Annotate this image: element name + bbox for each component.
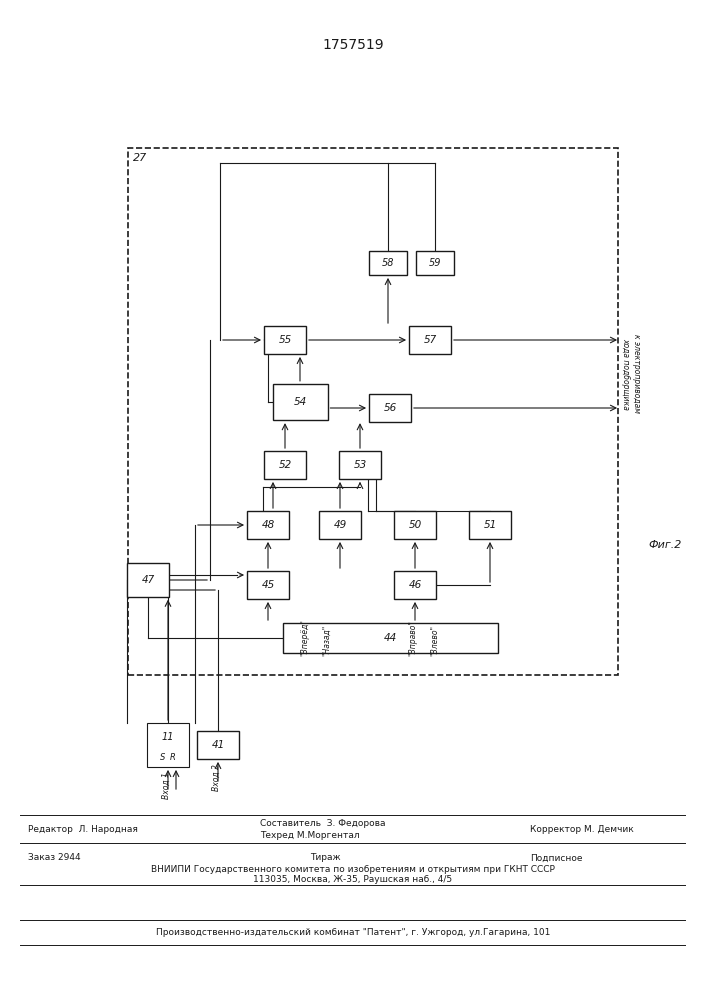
Bar [127, 563, 169, 597]
Text: 50: 50 [409, 520, 421, 530]
Bar [264, 451, 306, 479]
Text: 52: 52 [279, 460, 291, 470]
Text: "Влево": "Влево" [430, 625, 439, 656]
Text: Подписное: Подписное [530, 854, 583, 862]
Text: 11: 11 [162, 732, 174, 742]
Text: Техред М.Моргентал: Техред М.Моргентал [260, 830, 360, 840]
Text: 1757519: 1757519 [322, 38, 384, 52]
Bar [469, 511, 511, 539]
Text: R: R [170, 752, 176, 762]
Text: 56: 56 [383, 403, 397, 413]
Bar [272, 384, 327, 420]
Text: к электроприводам
хода подборщика: к электроприводам хода подборщика [621, 334, 641, 414]
Text: 46: 46 [409, 580, 421, 590]
Bar [394, 571, 436, 599]
Text: 53: 53 [354, 460, 367, 470]
Text: Фиг.2: Фиг.2 [648, 540, 682, 550]
Text: 27: 27 [133, 153, 147, 163]
Bar [197, 731, 239, 759]
Text: "Назад": "Назад" [322, 625, 331, 656]
Text: 113035, Москва, Ж-35, Раушская наб., 4/5: 113035, Москва, Ж-35, Раушская наб., 4/5 [253, 876, 452, 884]
Text: Вход 2: Вход 2 [212, 764, 221, 791]
Bar [247, 571, 289, 599]
Text: Производственно-издательский комбинат "Патент", г. Ужгород, ул.Гагарина, 101: Производственно-издательский комбинат "П… [156, 928, 550, 937]
Text: 55: 55 [279, 335, 291, 345]
Bar [128, 148, 618, 675]
Text: Заказ 2944: Заказ 2944 [28, 854, 81, 862]
Bar [416, 251, 454, 275]
Bar [319, 511, 361, 539]
Text: 41: 41 [211, 740, 225, 750]
Bar [283, 623, 498, 653]
Text: 48: 48 [262, 520, 274, 530]
Bar [369, 251, 407, 275]
Text: Редактор  Л. Народная: Редактор Л. Народная [28, 824, 138, 834]
Text: 47: 47 [141, 575, 155, 585]
Text: 45: 45 [262, 580, 274, 590]
Text: 54: 54 [293, 397, 307, 407]
Bar [147, 723, 189, 767]
Bar [264, 326, 306, 354]
Text: S: S [160, 752, 165, 762]
Text: 58: 58 [382, 258, 395, 268]
Text: 51: 51 [484, 520, 496, 530]
Bar [369, 394, 411, 422]
Text: 49: 49 [334, 520, 346, 530]
Text: 57: 57 [423, 335, 437, 345]
Text: Корректор М. Демчик: Корректор М. Демчик [530, 824, 633, 834]
Text: 59: 59 [428, 258, 441, 268]
Bar [339, 451, 381, 479]
Bar [247, 511, 289, 539]
Text: "Вправо": "Вправо" [408, 620, 417, 656]
Text: 44: 44 [383, 633, 397, 643]
Text: Составитель  З. Федорова: Составитель З. Федорова [260, 818, 385, 828]
Text: ВНИИПИ Государственного комитета по изобретениям и открытиям при ГКНТ СССР: ВНИИПИ Государственного комитета по изоб… [151, 865, 555, 874]
Text: Тираж: Тираж [310, 854, 341, 862]
Bar [409, 326, 451, 354]
Text: "Вперёд": "Вперёд" [300, 619, 309, 656]
Bar [394, 511, 436, 539]
Text: Вход 1: Вход 1 [162, 772, 171, 799]
